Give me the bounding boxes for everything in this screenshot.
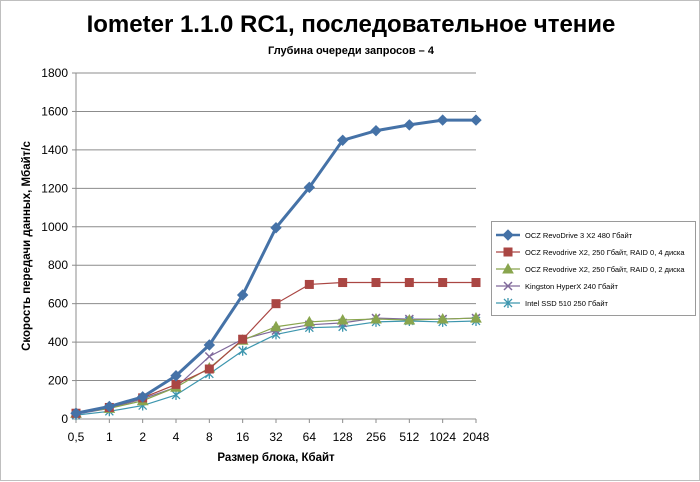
data-point [436,313,449,324]
x-tick-label: 512 [399,430,419,444]
data-point [470,114,482,126]
legend-label: Intel SSD 510 250 Гбайт [525,299,609,308]
x-tick-label: 8 [206,430,213,444]
data-point [304,279,314,289]
x-tick-label: 256 [366,430,386,444]
y-tick-label: 1600 [41,104,68,118]
data-point [470,312,482,323]
data-point [338,278,348,288]
x-tick-label: 2 [139,430,146,444]
legend-svg: OCZ RevoDrive 3 X2 480 Гбайт OCZ Revodriv… [496,229,685,308]
y-tick-label: 1800 [41,66,68,80]
data-point [404,278,414,288]
y-tick-label: 1200 [41,181,68,195]
x-axis-title: Размер блока, Кбайт [217,452,335,464]
data-point [371,278,381,288]
data-point [203,339,216,351]
x-tick-label: 2048 [463,430,490,444]
y-axis-title: Скорость передачи данных, Мбайт/с [21,141,33,351]
data-point [303,315,316,327]
legend-entry: Intel SSD 510 250 Гбайт [496,298,609,308]
series-2 [71,278,481,418]
chart-title: Iometer 1.1.0 RC1, последовательное чтен… [86,11,616,38]
legend-marker [503,247,513,257]
y-tick-label: 1000 [41,220,68,234]
y-tick-label: 800 [48,258,68,272]
chart-subtitle: Глубина очереди запросов – 4 [268,45,434,57]
x-tick-label: 1 [106,430,113,444]
data-point [171,379,181,389]
data-point [236,289,249,301]
series-1 [70,114,482,419]
legend-entry: OCZ Revodrive X2, 250 Гбайт, RAID 0, 4 д… [496,247,685,257]
x-tick-label: 1024 [429,430,456,444]
data-point [403,313,416,325]
legend-label: Kingston HyperX 240 Гбайт [525,282,619,291]
x-tick-label: 128 [333,430,353,444]
data-point [303,181,316,194]
legend-marker [502,229,514,241]
y-tick-label: 600 [48,297,68,311]
data-point [70,407,82,419]
x-tick-label: 32 [269,430,283,444]
series-line [75,118,476,415]
data-point [436,114,449,126]
data-point [238,334,248,344]
y-tick-label: 200 [48,374,68,388]
data-point [204,351,214,362]
legend-label: OCZ RevoDrive 3 X2 480 Гбайт [525,231,633,240]
legend-entry: OCZ RevoDrive 3 X2 480 Гбайт [496,229,633,241]
legend-entry: Kingston HyperX 240 Гбайт [496,281,619,291]
legend-label: OCZ Revodrive X2, 250 Гбайт, RAID 0, 4 д… [525,248,685,257]
data-point [336,134,349,146]
x-tick-label: 64 [303,430,317,444]
data-point [336,313,349,325]
legend-entry: OCZ Revodrive X2, 250 Гбайт, RAID 0, 2 д… [496,262,685,274]
data-point [103,400,116,413]
data-point [204,364,214,374]
legend: OCZ RevoDrive 3 X2 480 Гбайт OCZ Revodriv… [491,221,696,316]
data-point [270,320,282,332]
y-tick-label: 400 [48,335,68,349]
data-point [403,119,416,131]
data-point [271,299,281,309]
legend-marker [503,281,513,291]
data-point [270,222,282,234]
legend-marker [502,262,514,274]
data-point [136,391,149,403]
y-tick-label: 0 [61,412,68,426]
data-point [370,313,382,324]
y-tick-label: 1400 [41,143,68,157]
legend-marker [503,298,513,308]
legend-label: OCZ Revodrive X2, 250 Гбайт, RAID 0, 2 д… [525,265,685,274]
data-point [370,124,382,137]
data-point [170,370,182,382]
data-point [438,278,448,288]
data-point [471,278,481,288]
data-point [238,345,248,356]
x-tick-label: 4 [173,430,180,444]
x-tick-label: 16 [236,430,250,444]
x-tick-label: 0,5 [68,430,85,444]
